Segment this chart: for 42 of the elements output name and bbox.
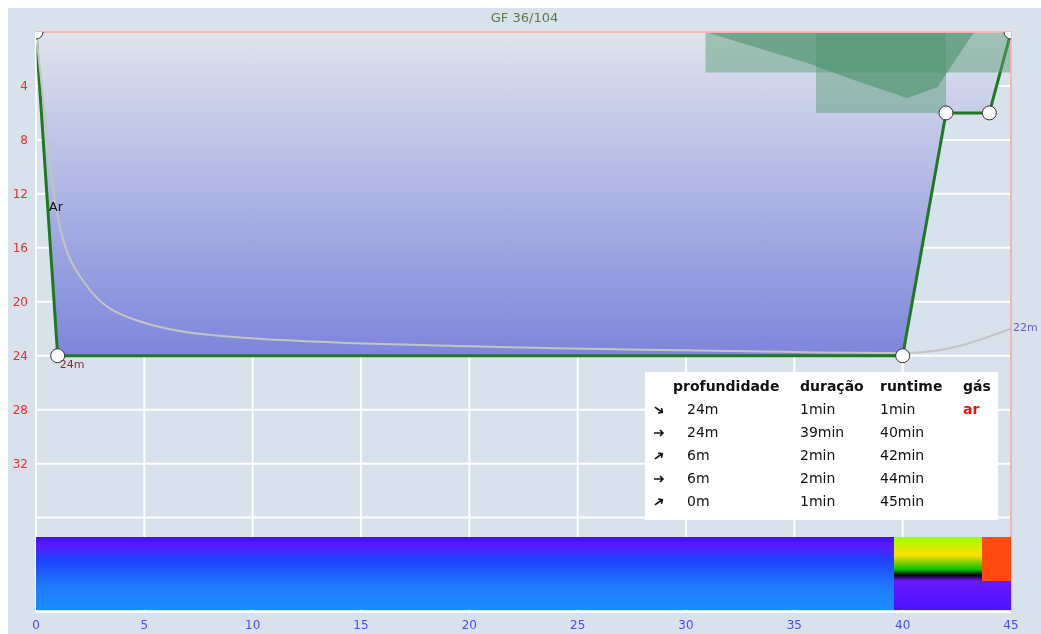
annotation: 6m xyxy=(687,470,710,486)
annotation: Ar xyxy=(48,199,64,215)
annotation: 0m xyxy=(687,493,710,509)
annotation: 24m xyxy=(59,357,85,371)
y-tick-label: 24 xyxy=(12,348,28,363)
x-tick-label: 30 xyxy=(678,617,694,632)
annotation: profundidade xyxy=(673,378,780,394)
y-tick-label: 20 xyxy=(12,295,28,310)
annotation: runtime xyxy=(880,378,943,394)
annotation: 2min xyxy=(800,470,836,486)
x-tick-label: 40 xyxy=(895,617,911,632)
annotation: 44min xyxy=(880,470,925,486)
y-tick-label: 4 xyxy=(20,79,28,94)
annotation: 42min xyxy=(880,447,925,463)
x-tick-label: 10 xyxy=(245,617,261,632)
annotation: 45min xyxy=(880,493,925,509)
x-tick-label: 5 xyxy=(140,617,149,632)
y-tick-label: 8 xyxy=(20,133,28,148)
annotation: ar xyxy=(963,401,980,417)
annotation: 1min xyxy=(800,401,836,417)
x-tick-label: 35 xyxy=(786,617,802,632)
annotation: 24m xyxy=(687,401,719,417)
annotation: 24m xyxy=(687,424,719,440)
annotation: 2min xyxy=(800,447,836,463)
chart-title: GF 36/104 xyxy=(489,10,560,25)
x-tick-label: 0 xyxy=(32,617,40,632)
annotation: 1min xyxy=(880,401,916,417)
annotation: 22m xyxy=(1013,320,1038,334)
y-tick-label: 28 xyxy=(12,402,28,417)
annotation: gás xyxy=(963,378,991,394)
x-tick-label: 45 xyxy=(1003,617,1019,632)
y-tick-label: 12 xyxy=(12,187,28,202)
annotation: 39min xyxy=(800,424,845,440)
x-tick-label: 15 xyxy=(353,617,369,632)
y-tick-label: 32 xyxy=(12,456,28,471)
annotation: 6m xyxy=(687,447,710,463)
annotation: duração xyxy=(800,378,864,394)
annotation: 40min xyxy=(880,424,925,440)
x-tick-label: 20 xyxy=(461,617,477,632)
annotation: 1min xyxy=(800,493,836,509)
x-tick-label: 25 xyxy=(570,617,586,632)
y-tick-label: 16 xyxy=(12,241,28,256)
